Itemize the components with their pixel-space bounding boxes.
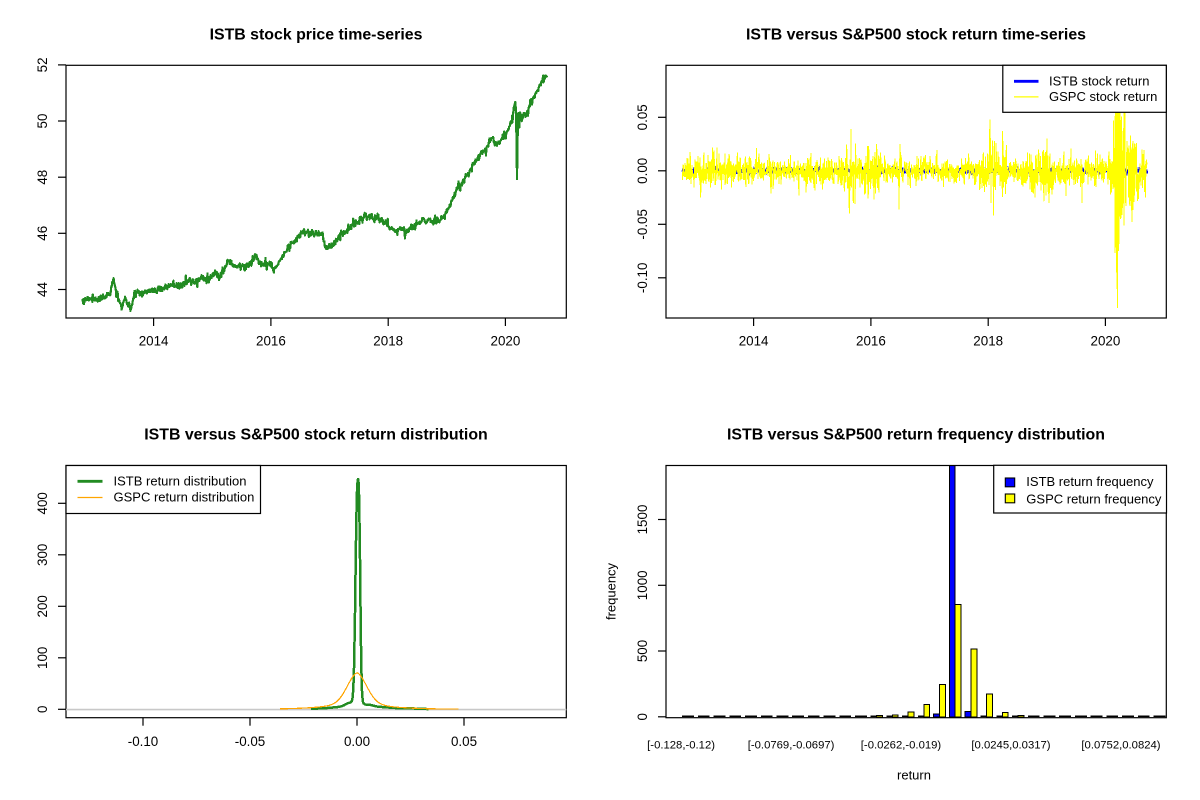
- svg-text:0: 0: [35, 706, 50, 713]
- svg-text:ISTB versus S&P500 stock retur: ISTB versus S&P500 stock return time-ser…: [746, 27, 1086, 44]
- svg-text:0.05: 0.05: [635, 104, 650, 130]
- svg-text:100: 100: [35, 647, 50, 669]
- svg-text:ISTB stock return: ISTB stock return: [1049, 74, 1149, 89]
- svg-text:2018: 2018: [973, 334, 1003, 349]
- svg-text:0.05: 0.05: [451, 734, 477, 749]
- svg-text:44: 44: [35, 282, 50, 297]
- svg-text:2014: 2014: [739, 334, 769, 349]
- svg-text:50: 50: [35, 114, 50, 129]
- svg-text:0: 0: [635, 713, 650, 720]
- svg-text:ISTB return frequency: ISTB return frequency: [1026, 474, 1154, 489]
- svg-text:48: 48: [35, 170, 50, 185]
- svg-text:0.00: 0.00: [344, 734, 370, 749]
- svg-text:ISTB versus S&P500 stock retur: ISTB versus S&P500 stock return distribu…: [144, 426, 488, 443]
- svg-text:46: 46: [35, 226, 50, 241]
- svg-text:return: return: [897, 768, 931, 783]
- svg-text:2014: 2014: [139, 334, 169, 349]
- svg-text:-0.05: -0.05: [635, 209, 650, 240]
- svg-text:ISTB versus S&P500 return freq: ISTB versus S&P500 return frequency dist…: [727, 426, 1105, 443]
- svg-text:2020: 2020: [1091, 334, 1121, 349]
- svg-text:300: 300: [35, 544, 50, 566]
- svg-text:0.00: 0.00: [635, 158, 650, 184]
- svg-text:2018: 2018: [373, 334, 403, 349]
- svg-text:[-0.128,-0.12): [-0.128,-0.12): [647, 739, 715, 751]
- svg-text:[-0.0262,-0.019): [-0.0262,-0.019): [861, 739, 942, 751]
- svg-text:200: 200: [35, 595, 50, 617]
- svg-text:1500: 1500: [635, 505, 650, 535]
- svg-text:ISTB return distribution: ISTB return distribution: [114, 474, 247, 489]
- svg-text:2016: 2016: [856, 334, 886, 349]
- svg-text:ISTB stock price time-series: ISTB stock price time-series: [210, 27, 423, 44]
- svg-text:-0.10: -0.10: [128, 734, 159, 749]
- svg-text:1000: 1000: [635, 570, 650, 600]
- svg-text:GSPC stock return: GSPC stock return: [1049, 89, 1157, 104]
- svg-text:GSPC return distribution: GSPC return distribution: [114, 490, 255, 505]
- svg-text:52: 52: [35, 57, 50, 72]
- svg-text:GSPC return frequency: GSPC return frequency: [1026, 491, 1162, 506]
- svg-text:-0.05: -0.05: [235, 734, 266, 749]
- svg-text:frequency: frequency: [604, 562, 619, 620]
- svg-text:2020: 2020: [491, 334, 521, 349]
- svg-text:-0.10: -0.10: [635, 263, 650, 294]
- svg-text:400: 400: [35, 492, 50, 514]
- svg-text:[-0.0769,-0.0697): [-0.0769,-0.0697): [748, 739, 835, 751]
- svg-text:[0.0245,0.0317): [0.0245,0.0317): [971, 739, 1050, 751]
- svg-text:2016: 2016: [256, 334, 286, 349]
- svg-text:[0.0752,0.0824): [0.0752,0.0824): [1081, 739, 1160, 751]
- svg-text:500: 500: [635, 640, 650, 662]
